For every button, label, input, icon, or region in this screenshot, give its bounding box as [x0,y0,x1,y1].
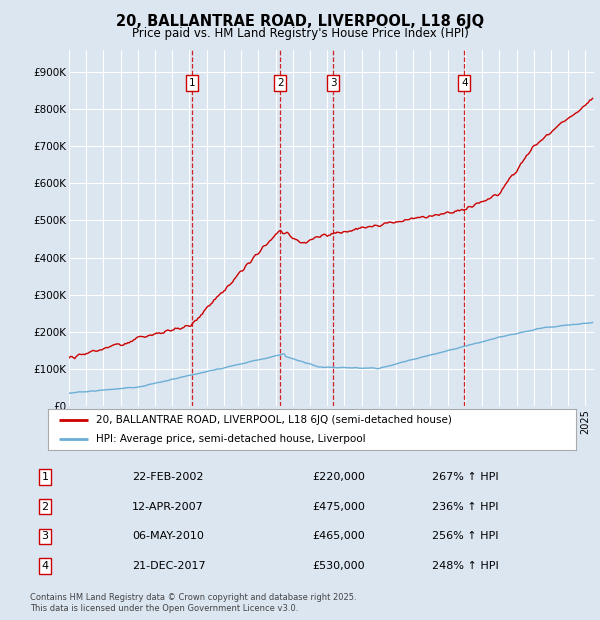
Text: 3: 3 [330,78,337,88]
Text: 4: 4 [41,561,49,571]
Text: 20, BALLANTRAE ROAD, LIVERPOOL, L18 6JQ: 20, BALLANTRAE ROAD, LIVERPOOL, L18 6JQ [116,14,484,29]
Text: 236% ↑ HPI: 236% ↑ HPI [432,502,499,512]
Text: £475,000: £475,000 [312,502,365,512]
Text: 3: 3 [41,531,49,541]
Text: Contains HM Land Registry data © Crown copyright and database right 2025.
This d: Contains HM Land Registry data © Crown c… [30,593,356,613]
Text: 12-APR-2007: 12-APR-2007 [132,502,204,512]
Text: 256% ↑ HPI: 256% ↑ HPI [432,531,499,541]
Text: Price paid vs. HM Land Registry's House Price Index (HPI): Price paid vs. HM Land Registry's House … [131,27,469,40]
Text: 2: 2 [277,78,284,88]
Text: 267% ↑ HPI: 267% ↑ HPI [432,472,499,482]
Text: 1: 1 [188,78,195,88]
Text: 21-DEC-2017: 21-DEC-2017 [132,561,206,571]
Text: £530,000: £530,000 [312,561,365,571]
Text: 20, BALLANTRAE ROAD, LIVERPOOL, L18 6JQ (semi-detached house): 20, BALLANTRAE ROAD, LIVERPOOL, L18 6JQ … [95,415,451,425]
Text: 248% ↑ HPI: 248% ↑ HPI [432,561,499,571]
Text: 4: 4 [461,78,467,88]
Text: 22-FEB-2002: 22-FEB-2002 [132,472,203,482]
Text: HPI: Average price, semi-detached house, Liverpool: HPI: Average price, semi-detached house,… [95,433,365,444]
Text: 1: 1 [41,472,49,482]
Text: 06-MAY-2010: 06-MAY-2010 [132,531,204,541]
Text: 2: 2 [41,502,49,512]
Text: £465,000: £465,000 [312,531,365,541]
Text: £220,000: £220,000 [312,472,365,482]
